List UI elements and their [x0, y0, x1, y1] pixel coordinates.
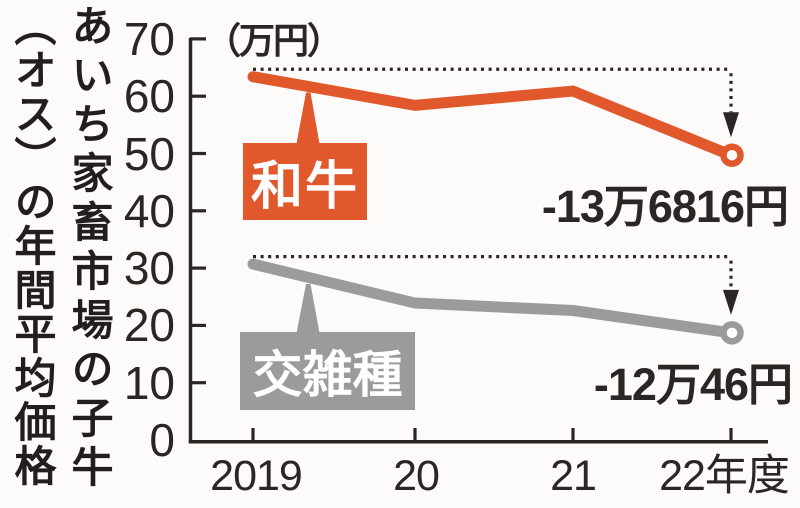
y-axis-unit-label: （万円） [205, 20, 343, 61]
callout-pointer-wagyu [296, 92, 320, 147]
x-tick-label-3: 22年度 [659, 452, 790, 500]
x-tick-label-2: 21 [550, 452, 597, 500]
annotation-wagyu-drop: -13万6816円 [541, 181, 789, 232]
data-line-wagyu [247, 71, 737, 161]
y-tick-label-60: 60 [123, 70, 175, 123]
y-tick-label-50: 50 [123, 127, 175, 180]
annotation-crossbreed-drop: -12万46円 [593, 359, 793, 410]
chart-title-line1: あいち家畜市場の子牛 [66, 4, 113, 494]
y-tick-label-10: 10 [123, 356, 175, 409]
drop-arrowhead-wagyu [723, 112, 739, 138]
chart-title-line2: （オス）の年間平均価格 [9, 4, 56, 488]
x-tick-label-1: 20 [393, 452, 440, 500]
series-label-wagyu-text: 和牛 [250, 158, 359, 216]
end-marker-wagyu [720, 143, 744, 167]
series-label-box-wagyu: 和牛 [243, 143, 367, 220]
y-tick-label-30: 30 [123, 242, 175, 295]
chart-title: あいち家畜市場の子牛 （オス）の年間平均価格 [0, 4, 118, 508]
series-label-box-crossbreed: 交雑種 [240, 332, 415, 410]
data-line-crossbreed [247, 258, 737, 339]
y-tick-label-40: 40 [123, 184, 175, 237]
x-tick-label-0: 2019 [210, 452, 303, 500]
y-tick-label-70: 70 [123, 12, 175, 65]
y-tick-label-0: 0 [149, 414, 175, 466]
series-label-crossbreed-text: 交雑種 [252, 347, 403, 403]
callout-pointer-crossbreed [296, 284, 320, 336]
end-marker-crossbreed [720, 321, 744, 345]
drop-arrowhead-crossbreed [723, 289, 739, 315]
y-tick-label-20: 20 [123, 299, 175, 352]
